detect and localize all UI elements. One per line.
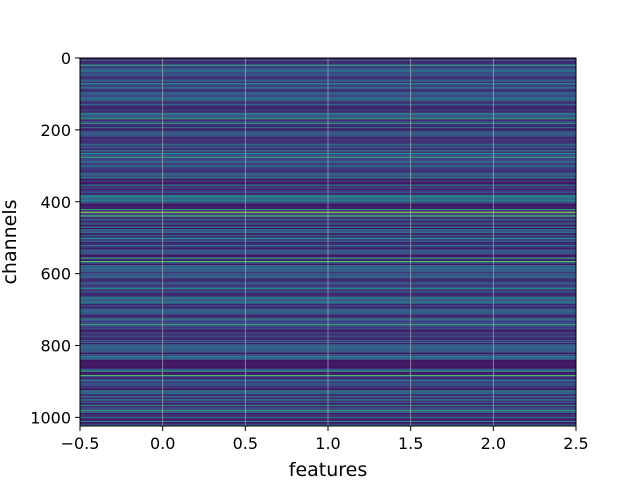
y-tick-label: 200 [40, 121, 71, 140]
y-tick-label: 400 [40, 193, 71, 212]
y-axis-label: channels [0, 199, 21, 284]
x-tick-label: 0.5 [233, 434, 258, 453]
y-tick-label: 800 [40, 337, 71, 356]
x-tick-label: 2.5 [563, 434, 588, 453]
x-axis-ticks: −0.5 0.0 0.5 1.0 1.5 2.0 2.5 [61, 426, 589, 453]
x-tick-label: 1.5 [398, 434, 423, 453]
x-tick-label: 2.0 [481, 434, 506, 453]
y-tick-label: 0 [61, 49, 71, 68]
x-tick-label: −0.5 [61, 434, 100, 453]
y-tick-label: 1000 [30, 408, 71, 427]
grid-lines [162, 58, 494, 426]
x-axis-label: features [289, 459, 368, 480]
y-axis-ticks: 0 200 400 600 800 1000 [30, 49, 80, 427]
y-tick-label: 600 [40, 265, 71, 284]
x-tick-label: 1.0 [315, 434, 340, 453]
x-tick-label: 0.0 [150, 434, 175, 453]
